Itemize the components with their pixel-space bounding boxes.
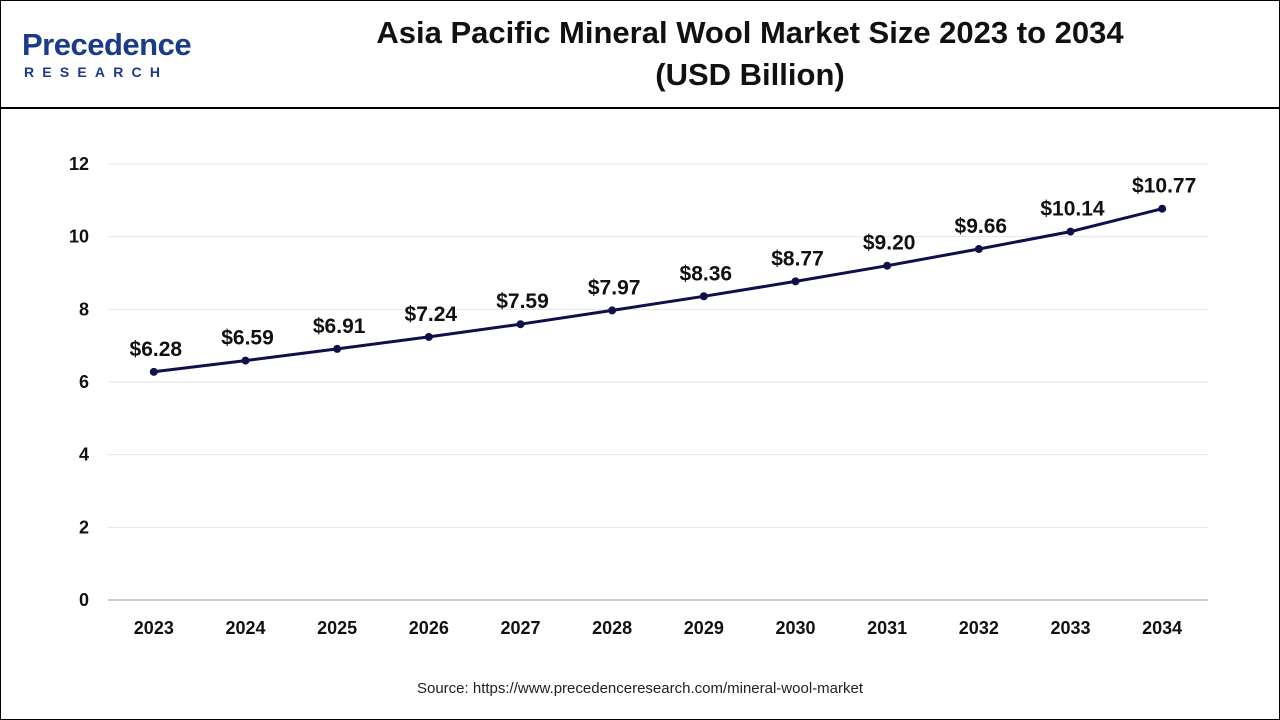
y-tick-label: 8 [79, 299, 89, 319]
data-point [699, 292, 708, 301]
data-label: $7.97 [588, 276, 641, 299]
x-tick-label: 2026 [409, 618, 449, 638]
series-line [153, 207, 1163, 374]
y-tick-label: 6 [79, 372, 89, 392]
x-tick-label: 2034 [1142, 618, 1182, 638]
chart-title: Asia Pacific Mineral Wool Market Size 20… [300, 12, 1200, 96]
data-label: $6.28 [130, 338, 183, 361]
data-point [1158, 204, 1167, 213]
data-label: $6.91 [313, 315, 366, 338]
data-points [149, 204, 1167, 376]
y-tick-label: 10 [69, 227, 89, 247]
data-label: $9.66 [955, 215, 1008, 238]
data-point [333, 344, 342, 353]
precedence-research-logo: Precedence RESEARCH [22, 28, 222, 83]
x-tick-label: 2031 [867, 618, 907, 638]
chart-title-line1: Asia Pacific Mineral Wool Market Size 20… [376, 15, 1124, 50]
data-point [608, 306, 617, 315]
source-note: Source: https://www.precedenceresearch.c… [416, 680, 863, 697]
x-tick-label: 2025 [317, 618, 357, 638]
x-axis-ticks: 2023 2024 2025 2026 2027 2028 2029 2030 2031 2032… [134, 618, 1182, 638]
data-point [149, 367, 158, 376]
data-label: $9.20 [863, 232, 916, 255]
grid-lines [108, 163, 1208, 528]
x-tick-label: 2030 [775, 618, 815, 638]
data-point [974, 245, 983, 254]
y-axis-ticks: 0 2 4 6 8 10 12 [69, 154, 89, 610]
data-point [791, 277, 800, 286]
data-label: $8.36 [680, 262, 733, 285]
data-label: $10.77 [1132, 175, 1196, 198]
y-tick-label: 2 [79, 517, 89, 537]
data-label: $7.24 [405, 303, 458, 326]
x-tick-label: 2027 [500, 618, 540, 638]
chart-title-line2: (USD Billion) [655, 57, 845, 92]
x-tick-label: 2028 [592, 618, 632, 638]
data-label: $8.77 [771, 247, 824, 270]
x-tick-label: 2033 [1050, 618, 1090, 638]
y-tick-label: 12 [69, 154, 89, 174]
x-tick-label: 2032 [959, 618, 999, 638]
data-label: $6.59 [221, 327, 274, 350]
data-point [241, 356, 250, 365]
x-tick-label: 2029 [684, 618, 724, 638]
y-tick-label: 0 [79, 590, 89, 610]
data-point [424, 332, 433, 341]
logo-wordmark: Precedence [22, 27, 192, 62]
data-labels: $6.28 $6.59 $6.91 $7.24 $7.59 $7.97 $8.36 $8.77… [130, 175, 1197, 361]
x-tick-label: 2024 [225, 618, 265, 638]
data-label: $10.14 [1040, 198, 1105, 221]
data-point [883, 261, 892, 270]
x-tick-label: 2023 [134, 618, 174, 638]
logo-subtitle: RESEARCH [24, 64, 169, 80]
y-tick-label: 4 [79, 445, 89, 465]
chart-header: Precedence RESEARCH Asia Pacific Mineral… [0, 0, 1280, 109]
data-point [516, 320, 525, 329]
data-point [1066, 227, 1075, 236]
data-label: $7.59 [496, 290, 549, 313]
